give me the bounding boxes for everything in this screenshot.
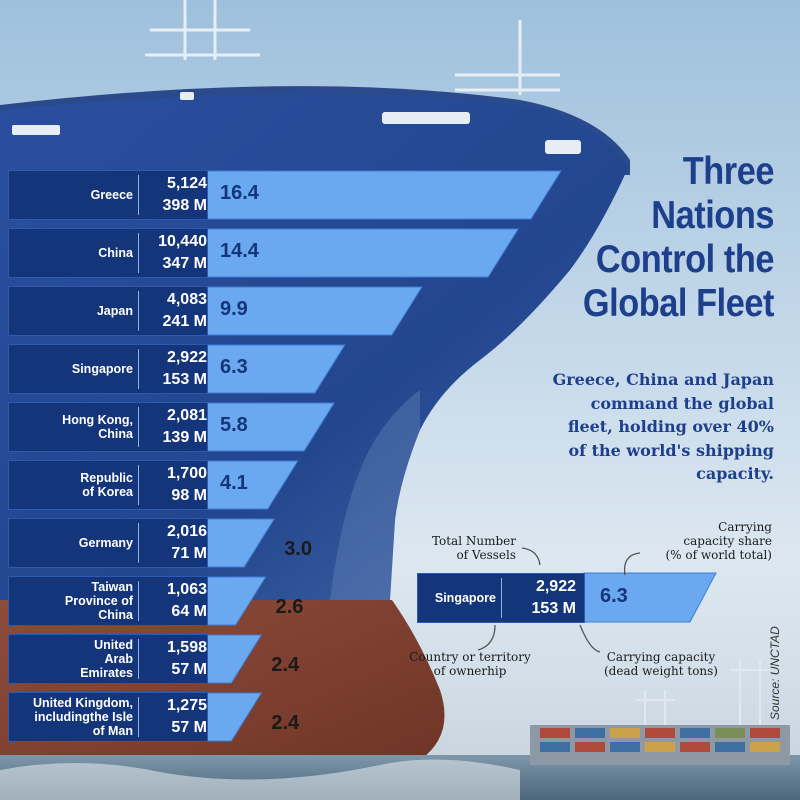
row-panel: Japan 4,083 241 M — [8, 286, 208, 336]
bar-row: China 10,440 347 M 14.4 — [0, 228, 520, 278]
row-panel: United Arab Emirates 1,598 57 M — [8, 634, 208, 684]
deadweight-tons: 57 M — [171, 661, 207, 678]
deadweight-tons: 64 M — [171, 603, 207, 620]
vessel-count: 2,922 — [166, 349, 207, 366]
bar-row: Germany 2,016 71 M 3.0 — [0, 518, 360, 568]
country-label: Japan — [96, 304, 133, 318]
vessel-count: 1,063 — [166, 581, 207, 598]
vessel-count: 1,700 — [166, 465, 207, 482]
legend-label-share: Carrying capacity share (% of world total) — [665, 520, 773, 562]
row-panel: Greece 5,124 398 M — [8, 170, 208, 220]
row-divider — [138, 639, 139, 679]
legend-label-vessels: Total Number of Vessels — [431, 534, 516, 562]
chart-title: Three Nations Control the Global Fleet — [582, 150, 775, 325]
legend-bar-svg — [477, 547, 717, 653]
mast — [145, 0, 560, 95]
row-divider — [138, 349, 139, 389]
legend-callout-line — [623, 552, 641, 576]
share-value-label: 2.6 — [275, 596, 304, 618]
bar-row: Republic of Korea 1,700 98 M 4.1 — [0, 460, 360, 510]
row-panel: Hong Kong, China 2,081 139 M — [8, 402, 208, 452]
bar-row: United Arab Emirates 1,598 57 M 2.4 — [0, 634, 360, 684]
bar-row: Hong Kong, China 2,081 139 M 5.8 — [0, 402, 360, 452]
row-panel: Taiwan Province of China 1,063 64 M — [8, 576, 208, 626]
legend-country: Singapore — [434, 591, 496, 605]
share-value-label: 5.8 — [220, 414, 248, 436]
row-panel: China 10,440 347 M — [8, 228, 208, 278]
vessel-count: 2,081 — [166, 407, 207, 424]
bar-row: Japan 4,083 241 M 9.9 — [0, 286, 423, 336]
country-label: China — [98, 246, 133, 260]
share-value-label: 4.1 — [220, 472, 248, 494]
legend-panel: Singapore 2,922 153 M — [417, 573, 585, 623]
legend-callout-line — [521, 547, 541, 566]
vessel-count: 4,083 — [166, 291, 207, 308]
row-panel: United Kingdom, includingthe Isle of Man 1,… — [8, 692, 208, 742]
bar-row: Taiwan Province of China 1,063 64 M 2.6 — [0, 576, 360, 626]
country-label: United Arab Emirates — [80, 638, 133, 680]
port-containers — [530, 660, 790, 765]
vessel-count: 1,275 — [166, 697, 207, 714]
share-value-label: 2.4 — [271, 712, 300, 734]
deadweight-tons: 71 M — [171, 545, 207, 562]
deadweight-tons: 347 M — [162, 255, 207, 272]
country-label: Germany — [78, 536, 133, 550]
deadweight-tons: 398 M — [162, 197, 207, 214]
chart-subtitle: Greece, China and Japan command the globa… — [552, 370, 774, 483]
vessel-count: 1,598 — [166, 639, 207, 656]
row-divider — [138, 581, 139, 621]
row-divider — [138, 291, 139, 331]
source-note: Source: UNCTAD — [768, 626, 782, 720]
country-label: Hong Kong, China — [62, 413, 133, 441]
country-label: Singapore — [71, 362, 133, 376]
share-value-label: 14.4 — [220, 240, 259, 262]
vessel-count: 2,016 — [166, 523, 207, 540]
deadweight-tons: 57 M — [171, 719, 207, 736]
row-panel: Singapore 2,922 153 M — [8, 344, 208, 394]
legend-share-value: 6.3 — [600, 585, 628, 607]
share-value-label: 3.0 — [284, 538, 312, 560]
legend-callout-line — [579, 624, 601, 653]
row-divider — [138, 233, 139, 273]
country-label: United Kingdom, includingthe Isle of Man — [33, 696, 133, 738]
legend-dwt: 153 M — [531, 600, 576, 617]
row-divider — [138, 407, 139, 447]
row-divider — [138, 697, 139, 737]
legend-label-country: Country or territory of ownerhip — [409, 650, 531, 678]
share-value-label: 6.3 — [220, 356, 248, 378]
legend-divider — [501, 578, 502, 618]
country-label: Republic of Korea — [80, 471, 133, 499]
legend-callout-line — [477, 624, 496, 651]
legend-label-dwt: Carrying capacity (dead weight tons) — [604, 650, 718, 678]
country-label: Greece — [90, 188, 133, 202]
share-value-label: 16.4 — [220, 182, 259, 204]
row-divider — [138, 175, 139, 215]
bar-row: United Kingdom, includingthe Isle of Man 1,… — [0, 692, 360, 742]
row-divider — [138, 465, 139, 505]
deadweight-tons: 153 M — [162, 371, 207, 388]
country-label: Taiwan Province of China — [64, 580, 133, 622]
vessel-count: 5,124 — [166, 175, 207, 192]
row-panel: Germany 2,016 71 M — [8, 518, 208, 568]
vessel-count: 10,440 — [158, 233, 207, 250]
deadweight-tons: 241 M — [162, 313, 207, 330]
share-value-label: 9.9 — [220, 298, 248, 320]
row-panel: Republic of Korea 1,700 98 M — [8, 460, 208, 510]
row-divider — [138, 523, 139, 563]
bar-row: Greece 5,124 398 M 16.4 — [0, 170, 562, 220]
bar-row: Singapore 2,922 153 M 6.3 — [0, 344, 360, 394]
share-value-label: 2.4 — [271, 654, 300, 676]
deadweight-tons: 98 M — [171, 487, 207, 504]
legend-vessels: 2,922 — [535, 578, 576, 595]
deadweight-tons: 139 M — [162, 429, 207, 446]
